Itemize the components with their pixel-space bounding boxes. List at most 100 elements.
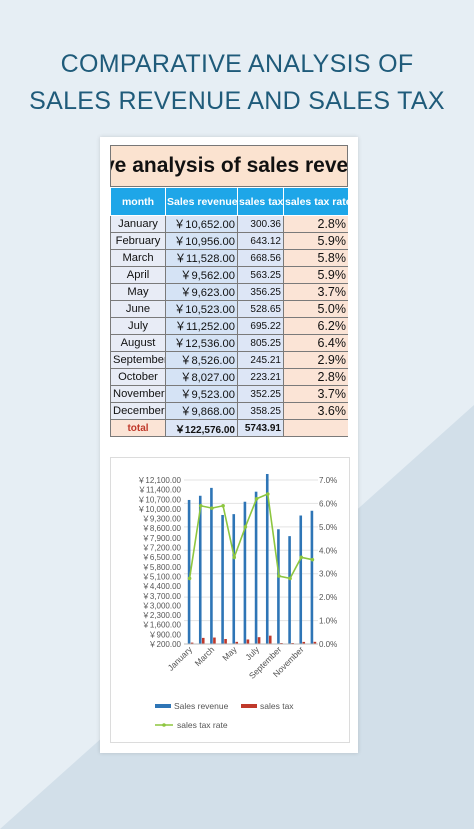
total-row: total ￥122,576.00 5743.91 [110,419,348,437]
cell-sales-tax-rate [283,419,348,437]
tax-rate-point [254,496,259,501]
cell-sales-tax: 300.36 [237,215,284,233]
cell-sales-tax-rate: 3.7% [283,283,348,301]
table-row: May ￥9,623.00 356.25 3.7% [110,283,348,301]
revenue-bar [232,514,236,644]
tax-bar [201,637,205,644]
page-title-line1: COMPARATIVE ANALYSIS OF [60,50,414,78]
cell-sales-tax-rate: 5.8% [283,249,348,267]
revenue-bar [299,515,303,644]
cell-month: June [110,300,166,318]
cell-sales-tax-rate: 2.8% [283,368,348,386]
cell-sales-tax-rate: 6.2% [283,317,348,335]
right-axis-tick-label: 0.0% [319,640,337,649]
table-row: September ￥8,526.00 245.21 2.9% [110,351,348,369]
left-axis-tick-label: ￥900.00 [149,630,182,639]
tax-rate-point [265,492,270,496]
left-axis-tick-label: ￥7,900.00 [142,534,182,543]
tax-bar [246,639,250,644]
page-title: COMPARATIVE ANALYSIS OF SALES REVENUE AN… [0,46,474,120]
revenue-bar [310,510,314,644]
cell-sales-tax-rate: 3.6% [283,402,348,420]
cell-sales-revenue: ￥8,526.00 [165,351,238,369]
left-axis-tick-label: ￥11,400.00 [138,486,182,495]
cell-sales-tax-rate: 6.4% [283,334,348,352]
legend-label-tax: sales tax [260,701,294,711]
spreadsheet-preview: ve analysis of sales revenu month Sales … [100,137,358,753]
left-axis-tick-label: ￥10,700.00 [137,495,181,504]
cell-sales-tax: 358.25 [237,402,284,420]
cell-sales-tax-rate: 5.9% [283,266,348,284]
tax-bar [302,641,306,644]
table-row: January ￥10,652.00 300.36 2.8% [110,215,348,233]
right-axis-tick-label: 7.0% [319,476,337,485]
cell-sales-tax: 356.25 [237,283,284,301]
cell-sales-revenue: ￥10,652.00 [165,215,238,233]
left-axis-tick-label: ￥4,400.00 [142,582,182,591]
cell-month: July [110,317,166,335]
x-axis-tick-label: July [243,644,261,662]
cell-sales-revenue: ￥9,623.00 [165,283,238,301]
cell-sales-tax: 563.25 [237,266,284,284]
tax-bar [190,642,194,644]
cell-sales-revenue: ￥12,536.00 [165,334,238,352]
cell-month: September [110,351,166,369]
cell-sales-revenue: ￥10,523.00 [165,300,238,318]
cell-sales-tax-rate: 3.7% [283,385,348,403]
left-axis-tick-label: ￥6,500.00 [142,553,182,562]
header-month: month [110,187,166,216]
table-row: October ￥8,027.00 223.21 2.8% [110,368,348,386]
revenue-bar [198,495,202,644]
cell-sales-tax: 352.25 [237,385,284,403]
tax-bar [313,641,317,644]
tax-rate-point [232,555,237,560]
table-row: February ￥10,956.00 643.12 5.9% [110,232,348,250]
cell-month: May [110,283,166,301]
revenue-bar [265,473,269,644]
tax-bar [268,635,272,644]
cell-sales-tax: 223.21 [237,368,284,386]
table-row: November ￥9,523.00 352.25 3.7% [110,385,348,403]
right-axis-tick-label: 1.0% [319,617,337,626]
tax-rate-point [187,576,192,581]
cell-sales-revenue: ￥11,252.00 [165,317,238,335]
cell-month: total [110,419,166,437]
table-wrapper: ve analysis of sales revenu month Sales … [110,145,348,437]
left-axis-tick-label: ￥200.00 [149,640,182,649]
table-row: April ￥9,562.00 563.25 5.9% [110,266,348,284]
cell-sales-tax: 528.65 [237,300,284,318]
revenue-bar [221,514,224,644]
left-axis-tick-label: ￥1,600.00 [142,621,182,630]
right-axis-tick-label: 5.0% [319,523,337,532]
cell-sales-revenue: ￥122,576.00 [165,419,238,437]
x-axis-tick-label: March [193,644,217,668]
revenue-bar [288,536,291,644]
revenue-bar [254,491,258,644]
cell-month: August [110,334,166,352]
page-title-line2: SALES REVENUE AND SALES TAX [29,87,445,115]
cell-sales-revenue: ￥11,528.00 [165,249,238,267]
revenue-bar [187,499,191,644]
cell-month: December [110,402,166,420]
right-axis-tick-label: 3.0% [319,570,337,579]
header-sales-revenue: Sales revenue [165,187,238,216]
header-sales-tax: sales tax [237,187,284,216]
tax-rate-line [188,492,313,580]
cell-month: March [110,249,166,267]
revenue-bar [243,501,247,644]
right-axis-tick-label: 2.0% [319,593,337,602]
cell-sales-tax-rate: 5.0% [283,300,348,318]
table-row: July ￥11,252.00 695.22 6.2% [110,317,348,335]
tax-rate-point [310,557,315,562]
cell-sales-tax: 805.25 [237,334,284,352]
tax-rate-point [277,574,281,578]
cell-month: February [110,232,166,250]
left-axis-tick-label: ￥10,000.00 [137,505,181,514]
sales-table: month Sales revenue sales tax sales tax … [110,187,348,437]
table-row: December ￥9,868.00 358.25 3.6% [110,402,348,420]
cell-sales-revenue: ￥8,027.00 [165,368,238,386]
cell-sales-revenue: ￥10,956.00 [165,232,238,250]
tax-rate-point [221,503,225,508]
right-axis-tick-label: 6.0% [319,499,337,508]
left-axis-tick-label: ￥3,700.00 [142,592,182,601]
